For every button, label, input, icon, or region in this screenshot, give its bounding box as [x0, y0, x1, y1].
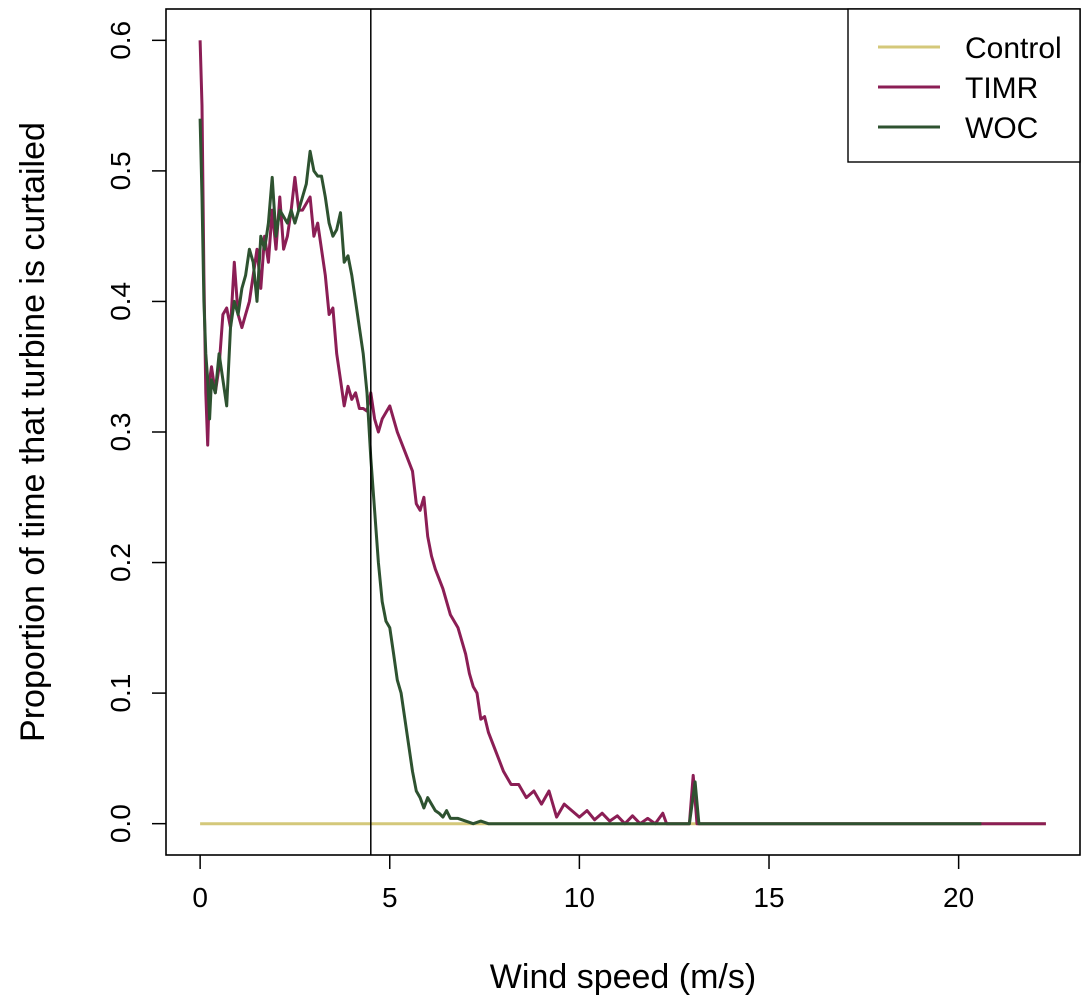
- legend-label-control: Control: [965, 32, 1062, 65]
- series-group: [198, 40, 1046, 826]
- legend: Control TIMR WOC: [847, 8, 1081, 163]
- x-tick-label: 15: [753, 882, 784, 913]
- x-tick-label: 10: [564, 882, 595, 913]
- x-tick-label: 5: [382, 882, 398, 913]
- y-tick-label: 0.0: [105, 804, 136, 843]
- y-tick-label: 0.3: [105, 413, 136, 452]
- y-axis-label: Proportion of time that turbine is curta…: [14, 122, 52, 742]
- y-tick-label: 0.2: [105, 543, 136, 582]
- x-tick-label: 0: [192, 882, 208, 913]
- series-line-woc: [198, 118, 982, 826]
- x-axis-label: Wind speed (m/s): [490, 958, 756, 996]
- y-tick-label: 0.5: [105, 151, 136, 190]
- x-tick-label: 20: [943, 882, 974, 913]
- y-tick-label: 0.4: [105, 282, 136, 321]
- y-tick-label: 0.6: [105, 21, 136, 60]
- legend-label-woc: WOC: [965, 112, 1038, 145]
- series-line-timr: [198, 40, 1046, 826]
- legend-label-timr: TIMR: [965, 72, 1038, 105]
- y-tick-label: 0.1: [105, 674, 136, 713]
- axis-ticks: 0 5 10 15 20 0.0 0.1 0.2 0.3 0.4 0.5 0.6: [105, 21, 974, 913]
